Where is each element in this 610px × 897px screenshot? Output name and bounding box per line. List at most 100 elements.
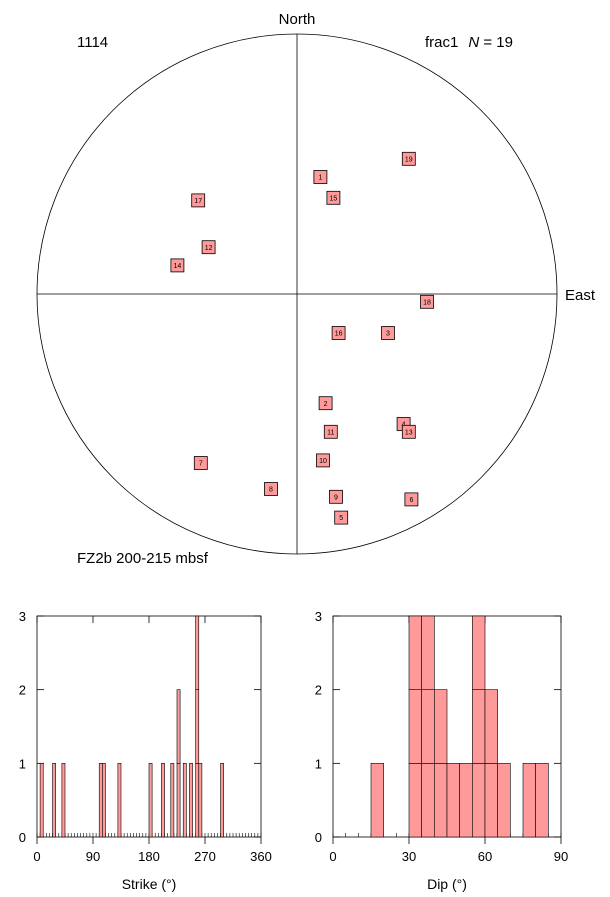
bar-segment [408,615,422,690]
pole-point: 2 [318,396,333,411]
histogram-bar [484,689,498,838]
pole-label: 8 [269,487,273,494]
bar-segment [102,763,106,838]
y-tick-label: 3 [19,609,26,624]
histogram-bar [497,763,511,838]
pole-point: 13 [401,424,416,439]
pole-label: 17 [194,198,202,205]
bar-segment [434,689,448,764]
x-tick-label: 270 [194,849,216,864]
bar-segment [522,763,536,838]
bar-segment [370,763,384,838]
bar-segment [408,763,422,838]
x-tick-label: 90 [554,849,568,864]
pole-marker [170,258,185,273]
bar-segment [408,689,422,764]
pole-marker [318,396,333,411]
x-tick-label: 30 [402,849,416,864]
pole-marker [401,424,416,439]
pole-point: 1 [313,170,328,184]
histogram-bar [370,763,384,838]
pole-point: 19 [401,151,416,166]
pole-point: 17 [191,193,206,208]
bar-segment [148,763,153,838]
pole-point: 8 [264,482,278,496]
pole-marker [331,326,346,340]
bar-segment [421,615,435,690]
bar-segment [161,763,165,838]
x-tick-label: 0 [329,849,336,864]
east-label: East [565,287,596,304]
histogram-bar [459,763,473,838]
y-tick-label: 3 [315,609,322,624]
pole-label: 7 [199,461,203,468]
pole-label: 18 [423,299,431,306]
bar-segment [195,763,200,838]
histogram-bar [170,763,175,838]
bar-segment [459,763,473,838]
north-label: North [279,11,316,28]
histogram-bar [39,763,44,838]
histogram-bar [148,763,153,838]
pole-point: 5 [334,510,349,525]
pole-label: 15 [330,195,338,202]
set-name: frac1 [425,34,458,51]
histogram-bar [522,763,536,838]
stereonet: North East 1114 frac1 N = 19 FZ2b 200-215… [36,11,596,567]
pole-point: 14 [170,258,185,273]
y-tick-label: 1 [315,756,322,771]
n-value: = 19 [479,34,513,51]
pole-marker [401,151,416,166]
histogram-bar [446,763,460,838]
pole-marker [326,190,341,205]
y-tick-label: 2 [315,683,322,698]
bar-segment [176,763,181,838]
histogram-bar [434,689,448,838]
bar-segment [52,763,56,838]
histogram-bar [408,615,422,838]
pole-label: 6 [409,497,413,504]
bar-segment [170,763,175,838]
histogram-bar [161,763,165,838]
bar-segment [61,763,66,838]
histogram-bar [102,763,106,838]
bar-segment [198,763,203,838]
pole-label: 12 [205,245,213,252]
bar-segment [472,689,486,764]
x-tick-label: 0 [33,849,40,864]
pole-point: 3 [381,326,395,340]
histogram-bar [98,763,103,838]
y-tick-label: 0 [19,830,26,845]
bar-segment [220,763,224,838]
pole-marker [404,492,419,507]
bar-segment [189,763,193,838]
dip-bars [370,615,549,838]
y-tick-label: 1 [19,756,26,771]
histogram-bar [189,763,193,838]
hole-label: 1114 [77,34,108,51]
x-tick-label: 360 [250,849,272,864]
bar-segment [434,763,448,838]
pole-point: 16 [331,326,346,340]
bar-segment [195,615,200,690]
bar-segment [421,763,435,838]
bar-segment [195,689,200,764]
pole-marker [201,240,216,255]
strike-bars [39,615,224,838]
bar-segment [39,763,44,838]
pole-label: 14 [174,263,182,270]
histogram-bar [220,763,224,838]
pole-label: 19 [405,156,413,163]
bar-segment [472,615,486,690]
pole-marker [264,482,278,496]
pole-label: 16 [335,331,343,338]
strike-ticks: 0 1 2 3 0 90 180 270 360 [19,609,272,864]
pole-marker [381,326,395,340]
bar-segment [421,689,435,764]
bar-segment [182,763,187,838]
pole-marker [193,456,208,470]
histogram-bar [421,615,435,838]
pole-point: 6 [404,492,419,507]
pole-label: 11 [327,429,334,436]
